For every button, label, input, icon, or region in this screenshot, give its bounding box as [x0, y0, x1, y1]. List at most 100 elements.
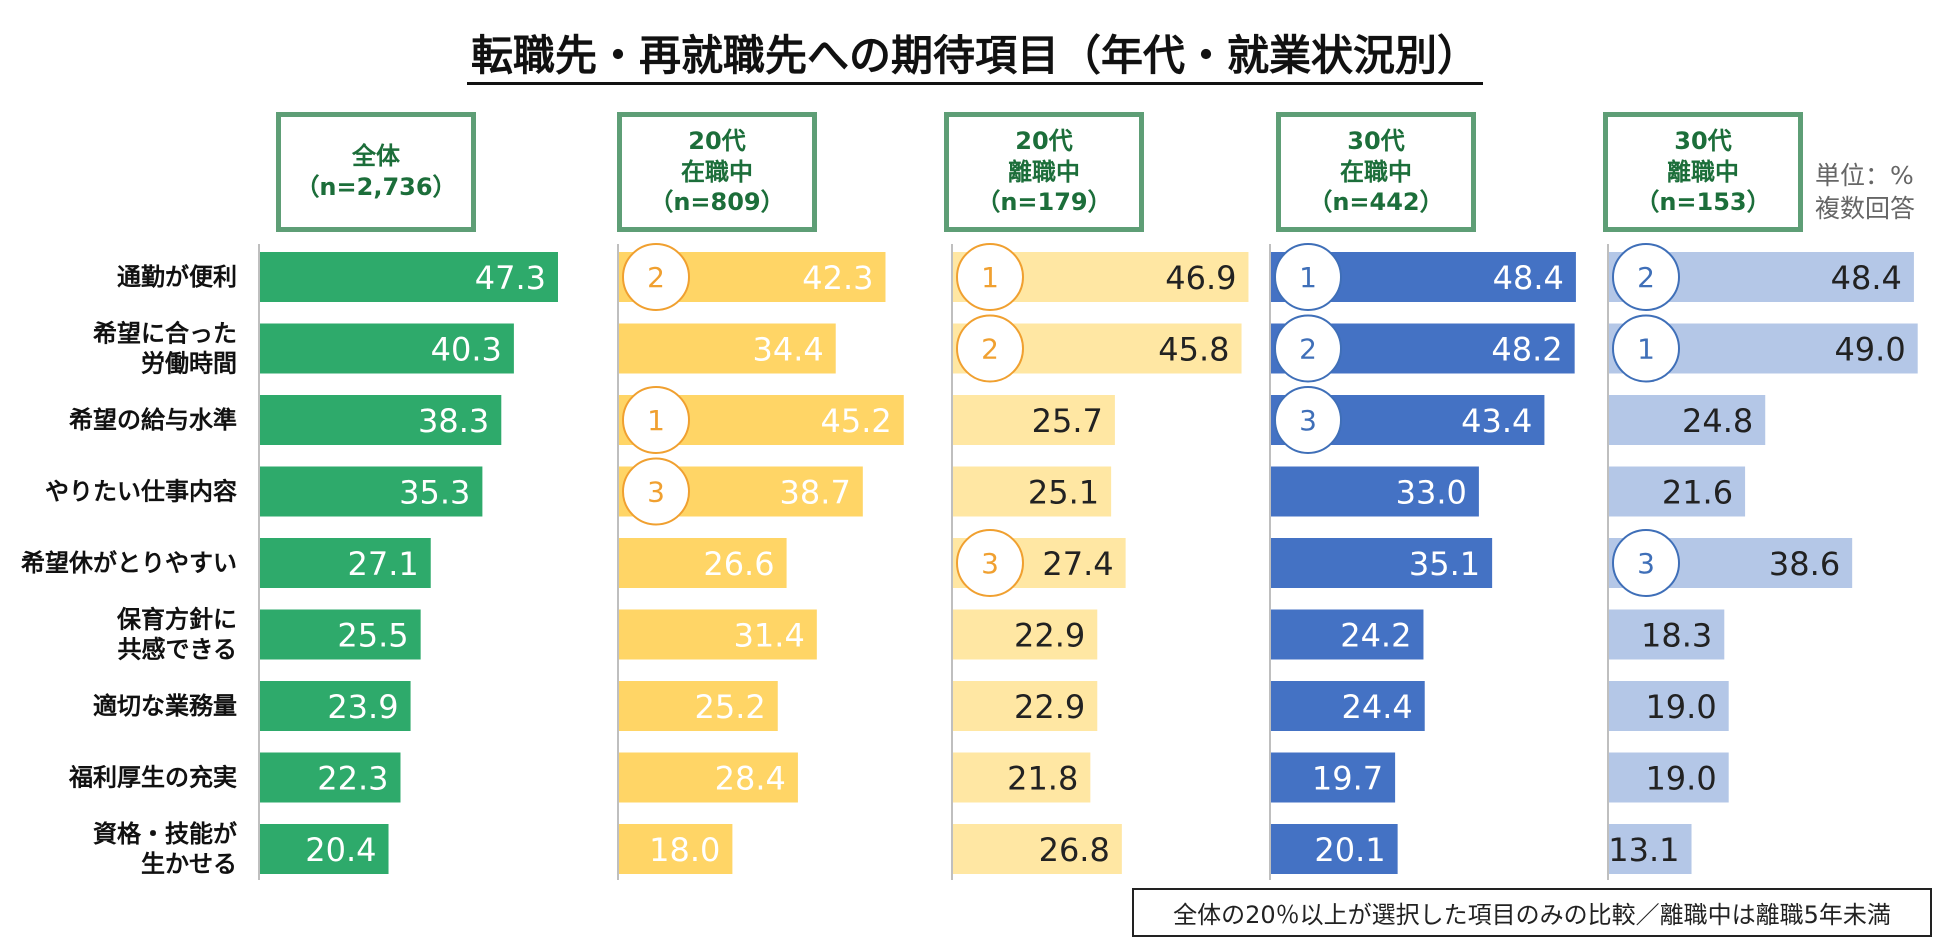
value-label: 34.4	[752, 331, 823, 369]
bar	[1271, 752, 1396, 803]
value-label: 42.3	[802, 259, 873, 297]
value-label: 43.4	[1461, 402, 1532, 440]
group-header-line: （n=179）	[976, 188, 1112, 217]
bar	[953, 681, 1098, 731]
rank-number: 3	[981, 547, 999, 580]
group-header-all: 全体 （n=2,736）	[276, 112, 476, 232]
group-header-20s-employed: 20代 在職中 （n=809）	[617, 112, 817, 232]
unit-note-line: 単位：%	[1815, 161, 1914, 190]
group-header-line: 全体	[352, 142, 400, 171]
unit-note-line: 複数回答	[1815, 193, 1916, 223]
group-header-line: （n=2,736）	[295, 173, 457, 201]
value-label: 18.3	[1641, 617, 1712, 655]
rank-badge	[956, 243, 1024, 311]
bar	[260, 681, 411, 731]
category-label: 保育方針に共感できる	[116, 606, 237, 664]
group-header-line: （n=153）	[1635, 188, 1771, 217]
bar	[260, 609, 421, 660]
group-header-line: （n=442）	[1308, 188, 1444, 217]
bar	[1609, 609, 1725, 660]
bar	[260, 824, 389, 874]
group-header-30s-employed: 30代 在職中 （n=442）	[1276, 112, 1476, 232]
bar	[1271, 538, 1493, 588]
value-label: 49.0	[1834, 331, 1905, 369]
value-label: 18.0	[649, 831, 720, 869]
rank-badge	[1612, 314, 1680, 383]
value-label: 22.9	[1014, 688, 1085, 726]
value-label: 28.4	[715, 760, 786, 798]
bar	[1271, 681, 1425, 731]
rank-badge	[622, 457, 690, 526]
bar	[619, 824, 733, 874]
value-label: 13.1	[1608, 831, 1679, 869]
group-header-line: 在職中	[1340, 157, 1412, 186]
bar	[1609, 681, 1729, 731]
rank-badge	[622, 243, 690, 311]
value-label: 38.3	[418, 402, 489, 440]
category-label: 適切な業務量	[93, 692, 237, 720]
bar	[260, 466, 483, 517]
bar	[260, 395, 502, 445]
value-label: 48.4	[1831, 259, 1902, 297]
rank-number: 1	[1637, 333, 1655, 366]
category-label-line: 福利厚生の充実	[68, 764, 237, 792]
rank-number: 2	[1299, 333, 1317, 366]
rank-badge	[956, 529, 1024, 597]
value-label: 24.4	[1341, 688, 1412, 726]
value-label: 27.4	[1042, 545, 1113, 583]
bar	[619, 609, 817, 660]
rank-number: 1	[647, 404, 665, 437]
category-label-line: 労働時間	[141, 350, 237, 378]
bar	[260, 752, 401, 803]
category-label-line: 希望に合った	[93, 320, 237, 348]
bar	[1271, 609, 1424, 660]
value-label: 38.7	[780, 474, 851, 512]
chart-title: 転職先・再就職先への期待項目（年代・就業状況別）	[0, 22, 1950, 85]
value-label: 26.8	[1039, 831, 1110, 869]
bar	[1271, 466, 1479, 517]
bar	[1609, 466, 1746, 517]
bar	[953, 824, 1122, 874]
chart-title-text: 転職先・再就職先への期待項目（年代・就業状況別）	[466, 31, 1483, 85]
rank-number: 3	[1299, 404, 1317, 437]
category-label: 福利厚生の充実	[68, 764, 237, 792]
value-label: 23.9	[327, 688, 398, 726]
category-label: やりたい仕事内容	[45, 478, 237, 506]
group-header-line: 20代	[688, 126, 746, 155]
bar	[953, 609, 1098, 660]
category-label-line: 資格・技能が	[93, 820, 237, 848]
value-label: 19.0	[1645, 760, 1716, 798]
value-label: 24.8	[1682, 402, 1753, 440]
rank-badge	[1274, 243, 1342, 311]
value-label: 22.3	[317, 760, 388, 798]
bar	[260, 252, 558, 302]
bar	[953, 395, 1115, 445]
rank-badge	[622, 386, 690, 454]
value-label: 46.9	[1165, 259, 1236, 297]
value-label: 45.2	[821, 402, 892, 440]
bar	[953, 466, 1112, 517]
group-header-20s-unemployed: 20代 離職中 （n=179）	[944, 112, 1144, 232]
value-label: 25.5	[337, 617, 408, 655]
value-label: 19.0	[1645, 688, 1716, 726]
category-label-line: 共感できる	[117, 636, 237, 664]
category-label: 資格・技能が生かせる	[93, 820, 237, 878]
value-label: 21.8	[1007, 760, 1078, 798]
value-label: 25.1	[1028, 474, 1099, 512]
value-label: 20.1	[1314, 831, 1385, 869]
group-header-30s-unemployed: 30代 離職中 （n=153）	[1603, 112, 1803, 232]
category-label-line: 通勤が便利	[117, 263, 237, 291]
value-label: 47.3	[475, 259, 546, 297]
footnote: 全体の20％以上が選択した項目のみの比較／離職中は離職5年未満	[1132, 888, 1932, 937]
value-label: 38.6	[1769, 545, 1840, 583]
value-label: 31.4	[734, 617, 805, 655]
value-label: 25.7	[1032, 402, 1103, 440]
rank-badge	[1274, 386, 1342, 454]
value-label: 27.1	[347, 545, 418, 583]
category-label-line: 保育方針に	[116, 606, 237, 634]
group-header-line: 離職中	[1667, 157, 1739, 186]
value-label: 40.3	[431, 331, 502, 369]
bar	[1609, 752, 1729, 803]
value-label: 48.4	[1493, 259, 1564, 297]
rank-number: 2	[647, 261, 665, 294]
